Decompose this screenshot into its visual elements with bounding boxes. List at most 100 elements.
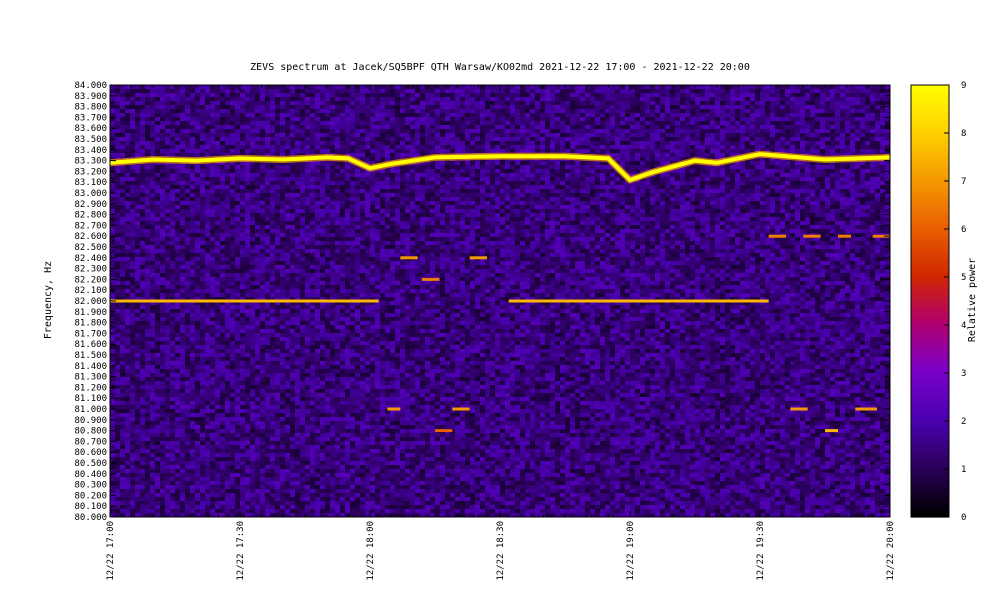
noise-cell	[840, 197, 845, 201]
noise-cell	[315, 177, 320, 181]
noise-cell	[380, 189, 385, 193]
noise-cell	[365, 89, 370, 93]
noise-cell	[305, 197, 310, 201]
noise-cell	[195, 97, 200, 101]
noise-cell	[305, 161, 310, 165]
noise-cell	[775, 141, 780, 145]
noise-cell	[845, 177, 850, 181]
noise-cell	[610, 185, 615, 189]
noise-cell	[335, 173, 340, 177]
noise-cell	[450, 189, 455, 193]
noise-cell	[610, 121, 615, 125]
noise-cell	[800, 169, 805, 173]
noise-cell	[585, 177, 590, 181]
noise-cell	[345, 141, 350, 145]
noise-cell	[795, 89, 800, 93]
noise-cell	[680, 201, 685, 205]
noise-cell	[800, 101, 805, 105]
noise-cell	[250, 117, 255, 121]
noise-cell	[235, 125, 240, 129]
noise-cell	[785, 205, 790, 209]
noise-cell	[210, 89, 215, 93]
noise-cell	[815, 129, 820, 133]
noise-cell	[790, 121, 795, 125]
noise-cell	[770, 173, 775, 177]
noise-cell	[520, 161, 525, 165]
noise-cell	[560, 149, 565, 153]
noise-cell	[640, 189, 645, 193]
noise-cell	[555, 89, 560, 93]
noise-cell	[690, 165, 695, 169]
noise-cell	[110, 149, 115, 153]
noise-cell	[565, 117, 570, 121]
noise-cell	[550, 189, 555, 193]
noise-cell	[800, 197, 805, 201]
noise-cell	[290, 101, 295, 105]
noise-cell	[845, 121, 850, 125]
noise-cell	[290, 201, 295, 205]
noise-cell	[115, 153, 120, 157]
noise-cell	[585, 181, 590, 185]
noise-cell	[370, 181, 375, 185]
noise-cell	[610, 125, 615, 129]
noise-cell	[555, 189, 560, 193]
noise-cell	[285, 173, 290, 177]
noise-cell	[540, 145, 545, 149]
noise-cell	[715, 125, 720, 129]
noise-cell	[485, 145, 490, 149]
noise-cell	[420, 125, 425, 129]
noise-cell	[600, 165, 605, 169]
noise-cell	[455, 105, 460, 109]
noise-cell	[220, 185, 225, 189]
noise-cell	[320, 209, 325, 213]
noise-cell	[390, 121, 395, 125]
noise-cell	[630, 149, 635, 153]
noise-cell	[125, 137, 130, 141]
noise-cell	[830, 165, 835, 169]
noise-cell	[550, 109, 555, 113]
noise-cell	[170, 97, 175, 101]
noise-cell	[340, 209, 345, 213]
noise-cell	[570, 89, 575, 93]
noise-cell	[495, 105, 500, 109]
noise-cell	[730, 197, 735, 201]
noise-cell	[790, 89, 795, 93]
noise-cell	[170, 177, 175, 181]
noise-cell	[120, 169, 125, 173]
noise-cell	[315, 137, 320, 141]
noise-cell	[660, 181, 665, 185]
noise-cell	[820, 181, 825, 185]
noise-cell	[750, 97, 755, 101]
noise-cell	[170, 197, 175, 201]
noise-cell	[260, 177, 265, 181]
noise-cell	[505, 101, 510, 105]
noise-cell	[245, 125, 250, 129]
noise-cell	[500, 181, 505, 185]
noise-cell	[395, 97, 400, 101]
noise-cell	[295, 173, 300, 177]
noise-cell	[645, 185, 650, 189]
noise-cell	[720, 141, 725, 145]
noise-cell	[405, 89, 410, 93]
noise-cell	[730, 209, 735, 213]
noise-cell	[530, 141, 535, 145]
noise-cell	[670, 85, 675, 89]
noise-cell	[340, 185, 345, 189]
noise-cell	[750, 209, 755, 213]
noise-cell	[670, 205, 675, 209]
noise-cell	[350, 89, 355, 93]
noise-cell	[860, 209, 865, 213]
noise-cell	[490, 209, 495, 213]
noise-cell	[410, 149, 415, 153]
noise-cell	[430, 93, 435, 97]
noise-cell	[590, 141, 595, 145]
noise-cell	[805, 121, 810, 125]
noise-cell	[860, 149, 865, 153]
noise-cell	[730, 193, 735, 197]
noise-cell	[605, 97, 610, 101]
noise-cell	[825, 117, 830, 121]
noise-cell	[865, 133, 870, 137]
noise-cell	[860, 197, 865, 201]
noise-cell	[650, 153, 655, 157]
noise-cell	[440, 117, 445, 121]
